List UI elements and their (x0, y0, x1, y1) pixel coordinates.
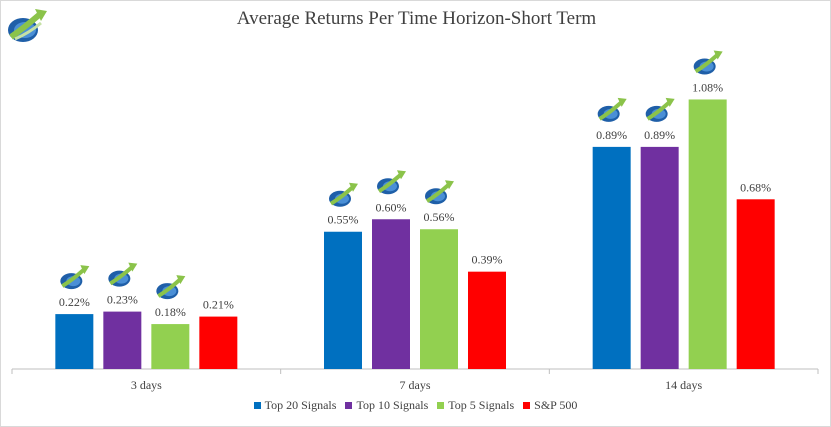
arrow-logo-icon (377, 170, 406, 195)
data-label: 0.89% (644, 128, 675, 142)
arrow-logo-icon (693, 50, 723, 75)
bar (592, 146, 631, 369)
arrow-logo-icon (645, 97, 675, 122)
chart-legend: Top 20 Signals Top 10 Signals Top 5 Signal… (0, 398, 831, 413)
bar (324, 231, 362, 369)
legend-swatch (437, 402, 445, 409)
data-label: 0.68% (740, 180, 771, 194)
bar (468, 271, 506, 369)
legend-item: Top 20 Signals (253, 398, 337, 413)
bar (151, 324, 190, 369)
chart-title: Average Returns Per Time Horizon-Short T… (236, 8, 597, 29)
category-label: 14 days (665, 378, 702, 392)
arrow-logo-icon (8, 9, 47, 42)
bar (420, 229, 458, 369)
arrow-logo-icon (425, 180, 454, 205)
data-label: 0.39% (472, 253, 503, 267)
legend-item: Top 5 Signals (437, 398, 514, 413)
data-label: 0.56% (424, 210, 455, 224)
arrow-logo-icon (156, 275, 186, 300)
arrow-logo-icon (60, 265, 90, 290)
data-label: 0.22% (59, 295, 90, 309)
bar (640, 146, 679, 369)
arrow-logo-icon (329, 182, 358, 207)
arrow-logo-icon (108, 262, 138, 287)
legend-swatch (253, 402, 261, 409)
legend-label: Top 5 Signals (448, 398, 515, 412)
bar (103, 311, 142, 369)
data-label: 0.55% (328, 213, 359, 227)
legend-label: Top 10 Signals (356, 398, 429, 412)
data-label: 0.21% (203, 298, 234, 312)
legend-swatch (523, 402, 531, 409)
arrow-logo-icon (597, 97, 627, 122)
bar (55, 314, 94, 369)
bar (372, 219, 410, 369)
legend-item: Top 10 Signals (345, 398, 428, 413)
bar (199, 316, 238, 369)
legend-label: Top 20 Signals (264, 398, 337, 412)
data-label: 0.23% (107, 293, 138, 307)
legend-swatch (345, 402, 353, 409)
data-label: 0.60% (376, 200, 407, 214)
legend-item: S&P 500 (523, 398, 577, 413)
data-label: 0.18% (155, 305, 186, 319)
category-label: 3 days (131, 378, 162, 392)
bar (736, 199, 775, 369)
data-label: 1.08% (692, 80, 723, 94)
bar (688, 99, 727, 369)
data-label: 0.89% (596, 128, 627, 142)
legend-label: S&P 500 (534, 398, 578, 412)
category-label: 7 days (400, 378, 431, 392)
